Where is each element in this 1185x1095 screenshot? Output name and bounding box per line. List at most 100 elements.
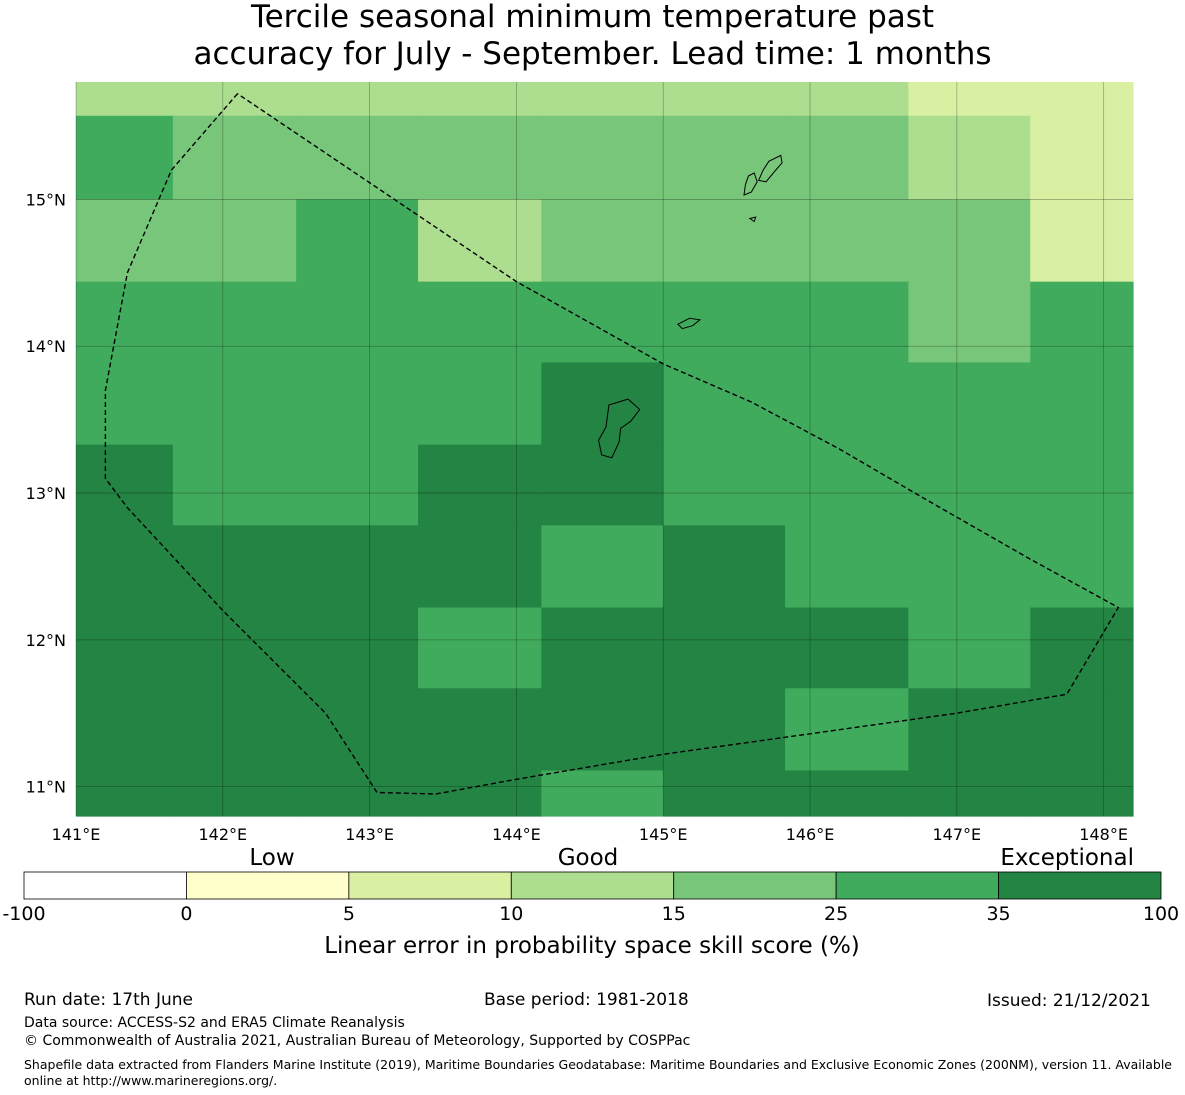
- grid-cell: [296, 362, 419, 446]
- grid-cell: [172, 444, 297, 526]
- shapefile-credit: Shapefile data extracted from Flanders M…: [24, 1057, 1172, 1088]
- grid-cell: [663, 444, 786, 526]
- grid-cell: [418, 525, 542, 609]
- legend-categories: Low Good Exceptional: [249, 845, 1134, 871]
- grid-cell: [172, 770, 297, 817]
- island-outline: [677, 317, 702, 330]
- grid-cell: [908, 607, 1031, 689]
- grid-cell: [541, 199, 664, 283]
- grid-cell: [172, 115, 297, 201]
- grid-cell: [785, 362, 909, 446]
- legend-category-label: Exceptional: [1000, 845, 1134, 871]
- island-outlines: [598, 154, 783, 459]
- grid-cell: [76, 770, 174, 817]
- grid-cell: [663, 199, 786, 283]
- grid-cell: [1030, 444, 1134, 526]
- copyright-notice: © Commonwealth of Australia 2021, Austra…: [24, 1033, 691, 1049]
- chart-title-line2: accuracy for July - September. Lead time…: [193, 36, 992, 72]
- grid-cell: [785, 82, 909, 117]
- grid-cell: [1030, 770, 1134, 817]
- grid-cell: [172, 525, 297, 609]
- grid-cell: [1030, 82, 1134, 117]
- grid-cell: [296, 525, 419, 609]
- grid-cell: [541, 115, 664, 201]
- latitude-label: 12°N: [26, 631, 66, 650]
- island-outline: [748, 216, 757, 223]
- grid-cell: [541, 525, 664, 609]
- grid-cell: [908, 525, 1031, 609]
- grid-cell: [541, 770, 664, 817]
- grid-cell: [418, 607, 542, 689]
- grid-cell: [76, 115, 174, 201]
- legend-tick-label: 5: [343, 903, 355, 925]
- grid-cell: [418, 199, 542, 283]
- grid-cell: [172, 82, 297, 117]
- legend-category-label: Low: [249, 845, 294, 871]
- grid-cell: [418, 688, 542, 772]
- grid-cell: [663, 688, 786, 772]
- latitude-label: 13°N: [26, 484, 66, 503]
- grid-cell: [908, 199, 1031, 283]
- grid-cell: [541, 444, 664, 526]
- issued-date: Issued: 21/12/2021: [987, 991, 1151, 1011]
- grid-cell: [785, 607, 909, 689]
- grid-cell: [296, 281, 419, 363]
- grid-cell: [541, 82, 664, 117]
- grid-cell: [908, 444, 1031, 526]
- grid-cell: [172, 362, 297, 446]
- grid-cell: [541, 607, 664, 689]
- grid-cell: [296, 607, 419, 689]
- island-outline: [598, 398, 641, 459]
- grid-cell: [908, 281, 1031, 363]
- grid-cell: [541, 688, 664, 772]
- grid-cell: [785, 281, 909, 363]
- grid-cell: [541, 362, 664, 446]
- longitude-label: 145°E: [639, 825, 688, 844]
- longitude-label: 143°E: [345, 825, 394, 844]
- grid-cell: [296, 444, 419, 526]
- grid-cell: [76, 688, 174, 772]
- grid-cell: [76, 607, 174, 689]
- grid-cell: [172, 281, 297, 363]
- grid-cell: [663, 281, 786, 363]
- grid-cell: [785, 770, 909, 817]
- legend-tick-label: 10: [499, 903, 523, 925]
- grid-cell: [76, 281, 174, 363]
- grid-cell: [663, 607, 786, 689]
- grid-cell: [663, 362, 786, 446]
- grid-cell: [541, 281, 664, 363]
- legend-tick-labels: -100 0 5 10 15 25 35 100: [2, 903, 1179, 925]
- grid-cell: [76, 82, 174, 117]
- grid-cell: [1030, 688, 1134, 772]
- longitude-label: 146°E: [786, 825, 835, 844]
- legend-tick-label: -100: [2, 903, 45, 925]
- legend-swatch: [348, 871, 512, 900]
- island-outline: [757, 154, 783, 183]
- legend-title: Linear error in probability space skill …: [324, 933, 860, 959]
- data-source: Data source: ACCESS-S2 and ERA5 Climate …: [24, 1015, 405, 1031]
- grid-cell: [418, 362, 542, 446]
- longitude-label: 142°E: [198, 825, 247, 844]
- longitude-label: 147°E: [933, 825, 982, 844]
- longitude-label: 144°E: [492, 825, 541, 844]
- legend-tick-label: 0: [180, 903, 192, 925]
- grid-cell: [1030, 115, 1134, 201]
- grid-cell: [663, 82, 786, 117]
- grid-cell: [76, 444, 174, 526]
- base-period: Base period: 1981-2018: [484, 990, 689, 1010]
- grid-cell: [908, 770, 1031, 817]
- grid-cell: [1030, 525, 1134, 609]
- grid-cell: [172, 607, 297, 689]
- island-outline: [743, 172, 758, 196]
- latitude-label: 14°N: [26, 337, 66, 356]
- legend-swatch: [186, 871, 350, 900]
- latitude-label: 11°N: [26, 778, 66, 797]
- grid-cell: [1030, 362, 1134, 446]
- legend-tick-label: 25: [824, 903, 848, 925]
- legend-swatch: [23, 871, 187, 900]
- grid-cell: [418, 82, 542, 117]
- legend-tick-label: 100: [1143, 903, 1179, 925]
- legend-category-label: Good: [558, 845, 619, 871]
- grid-cell: [1030, 607, 1134, 689]
- legend-swatch: [510, 871, 675, 900]
